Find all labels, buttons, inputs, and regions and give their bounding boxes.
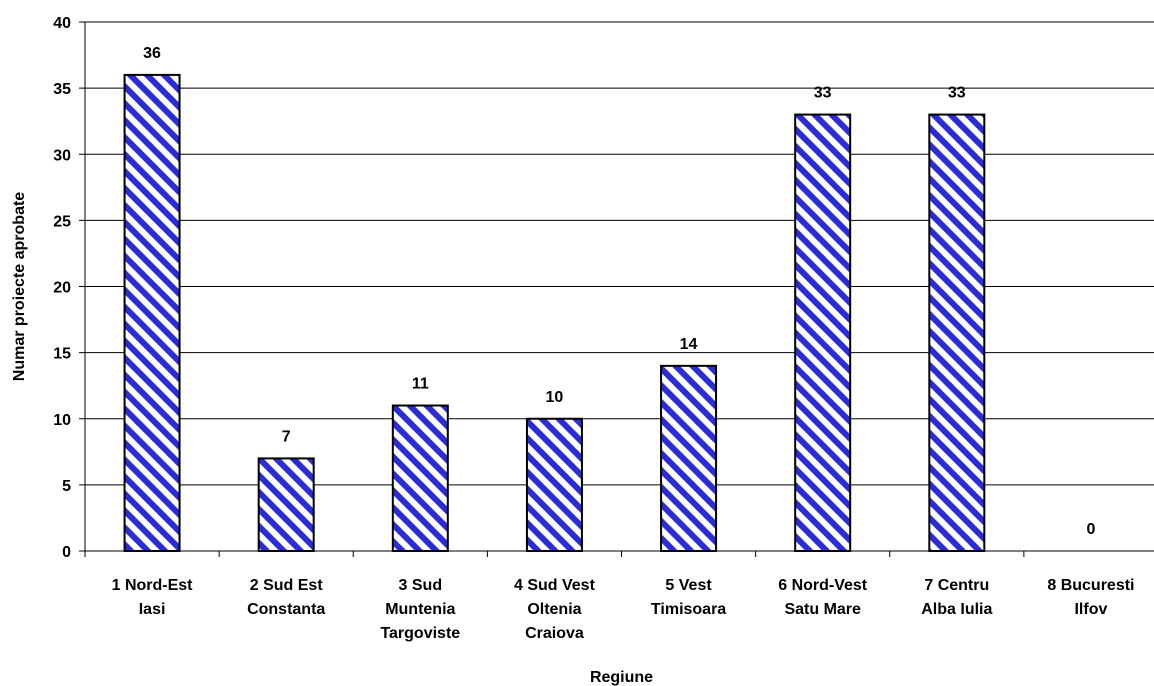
bar	[391, 404, 449, 552]
x-tick-label: 2 Sud Est	[250, 577, 324, 594]
bar	[123, 73, 181, 553]
x-tick-label: Alba Iulia	[921, 601, 992, 618]
x-tick-label: Oltenia	[527, 601, 581, 618]
y-tick-label: 30	[53, 147, 71, 164]
bar	[660, 364, 718, 552]
bar	[794, 113, 852, 552]
y-tick-label: 40	[53, 15, 71, 32]
data-label: 33	[814, 85, 832, 102]
y-tick-label: 25	[53, 213, 71, 230]
x-tick-label: 7 Centru	[924, 577, 989, 594]
data-label: 14	[680, 336, 698, 353]
data-label: 10	[546, 389, 564, 406]
data-label: 36	[143, 45, 161, 62]
x-tick-label: Constanta	[247, 601, 325, 618]
x-tick-label: 8 Bucuresti	[1047, 577, 1134, 594]
x-tick-label: 3 Sud	[399, 577, 443, 594]
bar	[257, 457, 315, 552]
bars	[123, 73, 986, 553]
x-tick-label: Targoviste	[380, 625, 460, 642]
y-axis-title: Numar proiecte aprobate	[11, 192, 28, 381]
y-tick-label: 0	[62, 544, 71, 561]
axes	[79, 21, 1154, 557]
x-tick-label: Ilfov	[1074, 601, 1107, 618]
data-label: 11	[412, 376, 429, 393]
data-label: 33	[948, 85, 966, 102]
y-tick-label: 35	[53, 81, 71, 98]
x-tick-label: Satu Mare	[784, 601, 861, 618]
y-tick-label: 10	[53, 412, 71, 429]
x-tick-label: Muntenia	[385, 601, 455, 618]
gridlines	[85, 21, 1154, 486]
bar	[928, 113, 986, 552]
x-tick-label: 5 Vest	[665, 577, 712, 594]
bar	[525, 417, 583, 552]
x-tick-label: Timisoara	[651, 601, 726, 618]
y-tick-label: 15	[53, 346, 71, 363]
y-tick-label: 5	[62, 478, 71, 495]
x-tick-label: 1 Nord-Est	[112, 577, 194, 594]
x-tick-label: Craiova	[525, 625, 584, 642]
data-label: 0	[1086, 521, 1095, 538]
x-tick-label: 6 Nord-Vest	[778, 577, 868, 594]
x-axis-title: Regiune	[590, 669, 653, 686]
x-tick-label: 4 Sud Vest	[514, 577, 596, 594]
labels: 0 5 10 15 20 25 30 35 40 36 1 Nord-Est Iasi 7 2 Sud E…	[53, 15, 1134, 642]
data-label: 7	[282, 428, 291, 445]
y-tick-label: 20	[53, 280, 71, 297]
x-tick-label: Iasi	[139, 601, 166, 618]
